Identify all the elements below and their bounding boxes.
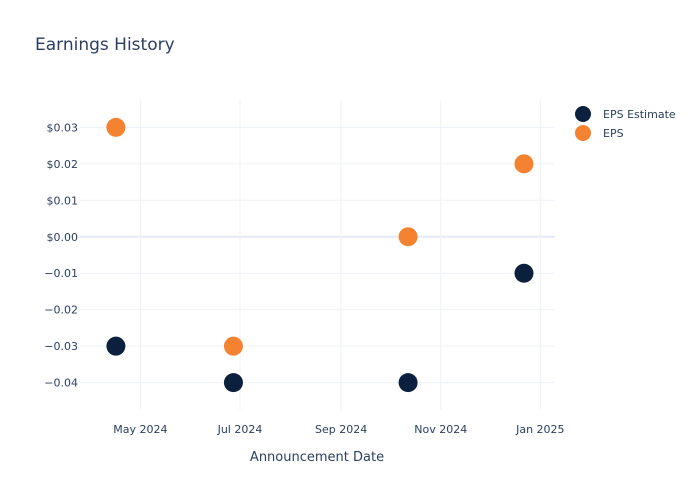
data-points — [106, 117, 534, 393]
y-tick-label: $0.03 — [47, 121, 79, 134]
legend: EPS Estimate EPS — [575, 106, 676, 141]
x-axis-title: Announcement Date — [250, 450, 384, 465]
y-axis-ticks: $0.03 $0.02 $0.01 $0.00 −0.01 −0.02 −0.03 −0.04 — [44, 121, 78, 389]
x-axis-ticks: May 2024 Jul 2024 Sep 2024 Nov 2024 Jan 2025 — [113, 423, 564, 436]
x-tick-label: Jan 2025 — [515, 423, 564, 436]
legend-label: EPS — [603, 127, 624, 140]
legend-label: EPS Estimate — [603, 108, 676, 121]
data-point-eps[interactable] — [106, 117, 126, 137]
data-point-eps[interactable] — [514, 154, 534, 174]
y-tick-label: −0.04 — [44, 377, 78, 390]
data-point-eps-estimate[interactable] — [398, 373, 418, 393]
data-point-eps[interactable] — [398, 227, 418, 247]
chart-title: Earnings History — [35, 35, 175, 55]
legend-marker — [575, 106, 591, 122]
x-tick-label: Sep 2024 — [315, 423, 367, 436]
y-tick-label: $0.02 — [47, 158, 79, 171]
x-tick-label: Nov 2024 — [414, 423, 467, 436]
y-tick-label: −0.02 — [44, 304, 78, 317]
y-tick-label: $0.01 — [47, 194, 79, 207]
y-tick-label: −0.03 — [44, 340, 78, 353]
y-tick-label: $0.00 — [47, 231, 79, 244]
data-point-eps-estimate[interactable] — [223, 373, 243, 393]
data-point-eps-estimate[interactable] — [106, 336, 126, 356]
y-tick-label: −0.01 — [44, 267, 78, 280]
x-tick-label: Jul 2024 — [217, 423, 263, 436]
legend-marker — [575, 125, 591, 141]
x-tick-label: May 2024 — [113, 423, 167, 436]
data-point-eps[interactable] — [223, 336, 243, 356]
grid — [80, 100, 555, 410]
data-point-eps-estimate[interactable] — [514, 263, 534, 283]
